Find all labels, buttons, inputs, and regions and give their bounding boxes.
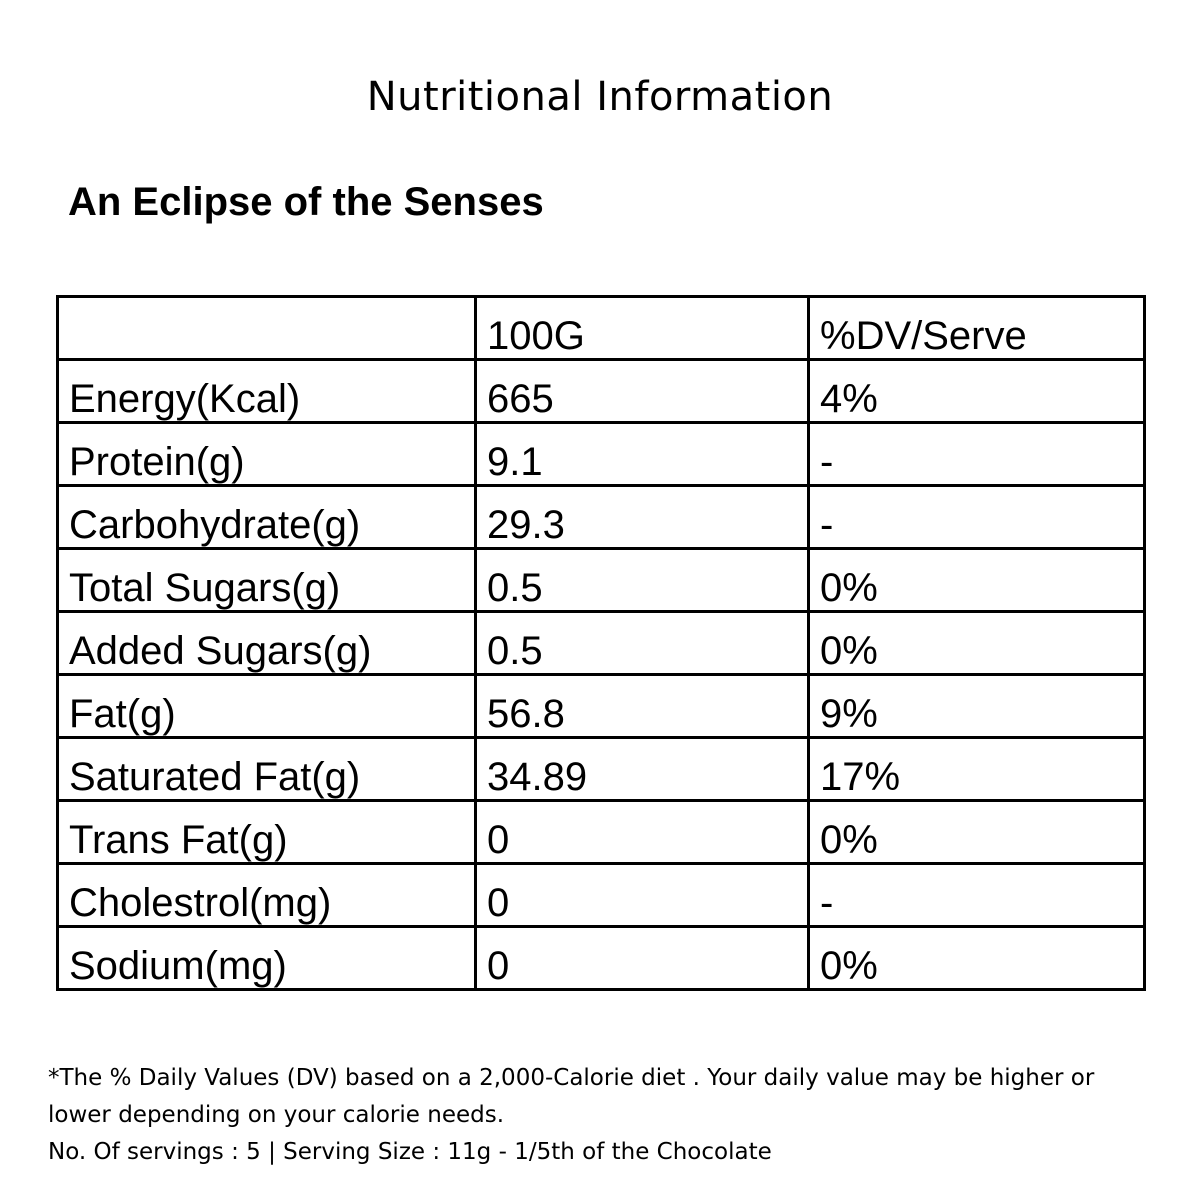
nutrient-cell: Energy(Kcal) (56, 358, 477, 424)
per-100g-cell: 56.8 (474, 673, 810, 739)
table-row: Protein(g) 9.1- (56, 421, 1146, 487)
header-cell-dv: %DV/Serve (807, 295, 1146, 361)
dv-cell: 0% (807, 799, 1146, 865)
table-row: Saturated Fat(g) 34.89 17% (56, 736, 1146, 802)
table-row: Sodium(mg) 0 0% (56, 925, 1146, 991)
nutrient-cell: Sodium(mg) (56, 925, 477, 991)
per-100g-cell: 665 (474, 358, 810, 424)
table-row: Energy(Kcal) 665 4% (56, 358, 1146, 424)
page-title: Nutritional Information (366, 74, 834, 120)
serving-info: No. Of servings : 5 | Serving Size : 11g… (48, 1139, 772, 1165)
nutrient-cell: Saturated Fat(g) (56, 736, 477, 802)
table-row: Added Sugars(g) 0.5 0% (56, 610, 1146, 676)
table-row: Fat(g) 56.8 9% (56, 673, 1146, 739)
nutrient-cell: Trans Fat(g) (56, 799, 477, 865)
per-100g-cell: 9.1 (474, 421, 810, 487)
nutrient-cell: Carbohydrate(g) (56, 484, 477, 550)
table-row: Cholestrol(mg) 0- (56, 862, 1146, 928)
daily-value-note: *The % Daily Values (DV) based on a 2,00… (48, 1065, 1095, 1128)
nutrient-cell: Fat(g) (56, 673, 477, 739)
nutrition-table: 100G %DV/Serve Energy(Kcal) 665 4% Protein(… (56, 295, 1146, 991)
table-row: Trans Fat(g) 0 0% (56, 799, 1146, 865)
per-100g-cell: 0 (474, 862, 810, 928)
nutrient-cell: Protein(g) (56, 421, 477, 487)
dv-cell: 4% (807, 358, 1146, 424)
nutrient-cell: Total Sugars(g) (56, 547, 477, 613)
header-cell-nutrient (56, 295, 477, 361)
product-name: An Eclipse of the Senses (68, 180, 544, 224)
dv-cell: 0% (807, 610, 1146, 676)
dv-cell: - (807, 484, 1146, 550)
header-cell-per-100g: 100G (474, 295, 810, 361)
per-100g-cell: 0 (474, 925, 810, 991)
dv-cell: - (807, 862, 1146, 928)
dv-cell: 0% (807, 925, 1146, 991)
per-100g-cell: 29.3 (474, 484, 810, 550)
per-100g-cell: 0 (474, 799, 810, 865)
footer: *The % Daily Values (DV) based on a 2,00… (48, 1060, 1158, 1171)
table-row: Carbohydrate(g) 29.3- (56, 484, 1146, 550)
table-row: Total Sugars(g) 0.5 0% (56, 547, 1146, 613)
per-100g-cell: 0.5 (474, 547, 810, 613)
nutrient-cell: Added Sugars(g) (56, 610, 477, 676)
table-header-row: 100G %DV/Serve (56, 295, 1146, 361)
dv-cell: 17% (807, 736, 1146, 802)
dv-cell: - (807, 421, 1146, 487)
per-100g-cell: 0.5 (474, 610, 810, 676)
dv-cell: 9% (807, 673, 1146, 739)
nutrient-cell: Cholestrol(mg) (56, 862, 477, 928)
per-100g-cell: 34.89 (474, 736, 810, 802)
dv-cell: 0% (807, 547, 1146, 613)
